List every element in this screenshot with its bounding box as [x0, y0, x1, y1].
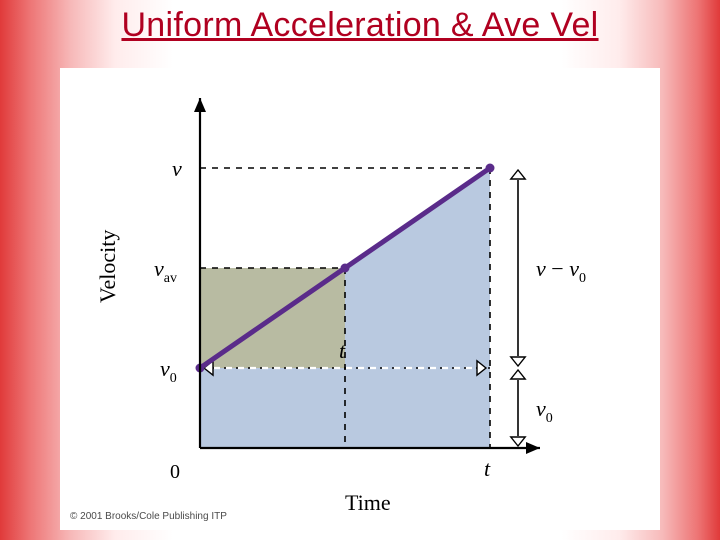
- svg-text:t: t: [484, 456, 491, 481]
- figure: Velocity Time 0 v vav v0 t t v − v0 v0 © 2001 Bro…: [60, 68, 660, 530]
- copyright-text: © 2001 Brooks/Cole Publishing ITP: [70, 511, 227, 522]
- slide-title: Uniform Acceleration & Ave Vel: [0, 6, 720, 45]
- svg-text:vav: vav: [154, 256, 177, 286]
- svg-text:v − v0: v − v0: [536, 256, 586, 286]
- slide: Uniform Acceleration & Ave Vel Velocity T…: [0, 0, 720, 540]
- svg-text:Time: Time: [345, 490, 391, 515]
- svg-text:Velocity: Velocity: [95, 230, 120, 303]
- svg-text:v0: v0: [536, 396, 553, 426]
- svg-text:v: v: [172, 156, 182, 181]
- svg-text:v0: v0: [160, 356, 177, 386]
- svg-text:t: t: [339, 338, 346, 363]
- velocity-time-chart: Velocity Time 0 v vav v0 t t v − v0 v0: [60, 68, 660, 530]
- svg-text:0: 0: [170, 461, 180, 483]
